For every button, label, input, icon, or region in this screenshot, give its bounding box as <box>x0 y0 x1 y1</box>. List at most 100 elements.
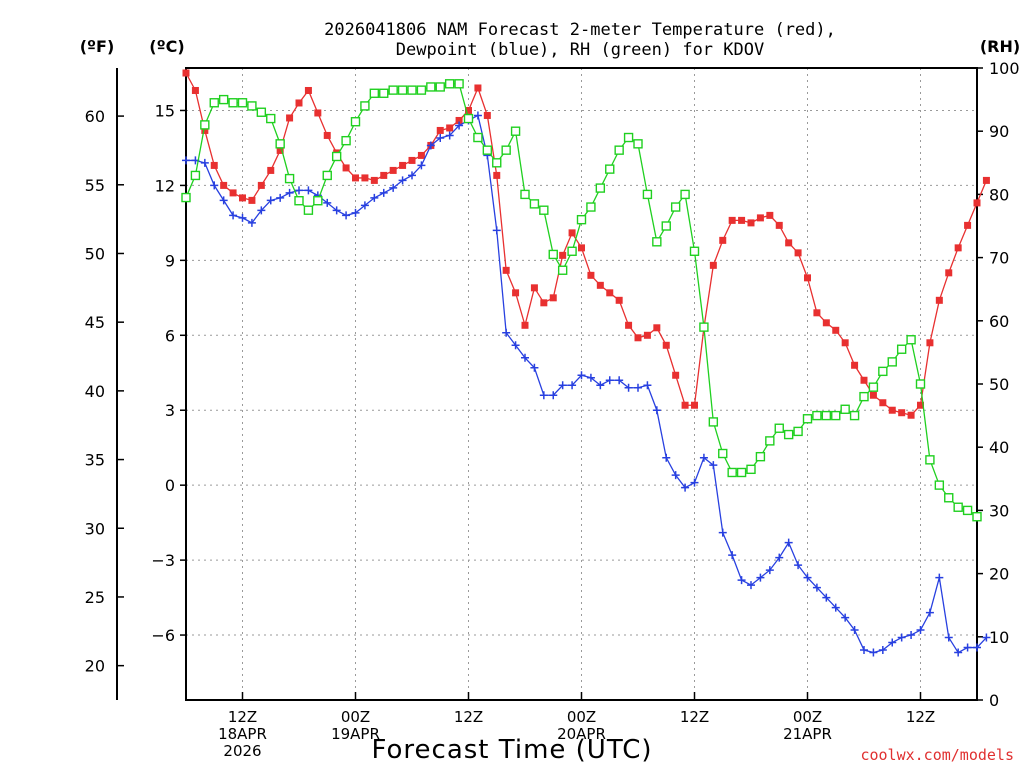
rh-point <box>896 344 907 354</box>
rh-point <box>256 107 267 117</box>
rh-point <box>454 79 464 89</box>
dewpoint-point <box>747 581 755 590</box>
x-tick-label: 12Z <box>454 708 483 726</box>
rh-point <box>944 493 954 503</box>
rh-point <box>576 214 587 225</box>
temperature-point <box>323 131 331 139</box>
temperature-point <box>568 229 576 237</box>
temperature-point <box>361 174 369 182</box>
dewpoint-point <box>426 141 435 150</box>
rh-point <box>925 455 935 465</box>
dewpoint-point <box>558 381 567 390</box>
dewpoint-point <box>690 478 699 487</box>
rh-point <box>284 173 295 184</box>
temperature-point <box>191 86 199 94</box>
x-tick-label: 12Z <box>228 708 257 726</box>
x-tick-label: 2026 <box>223 742 261 760</box>
temperature-point <box>578 244 585 252</box>
rh-point <box>859 391 869 402</box>
rh-point <box>313 196 323 206</box>
dewpoint-point <box>615 376 624 385</box>
rh-point <box>407 85 417 95</box>
dewpoint-point <box>285 188 294 197</box>
temperature-point <box>964 221 972 229</box>
rh-point <box>793 426 803 437</box>
temperature-point <box>483 111 491 119</box>
fahrenheit-tick-label: 35 <box>85 451 105 470</box>
dewpoint-point <box>530 363 539 372</box>
dewpoint-point <box>954 648 963 657</box>
rh-point <box>953 502 963 512</box>
temperature-point <box>304 86 312 94</box>
dewpoint-point <box>200 158 209 167</box>
rh-tick-label: 50 <box>989 375 1009 394</box>
temperature-point <box>869 391 877 399</box>
rh-point <box>501 145 511 155</box>
temperature-point <box>465 106 472 114</box>
rh-point <box>360 101 370 111</box>
temperature-point <box>898 409 906 417</box>
temperature-point <box>455 116 463 124</box>
rh-point <box>755 451 766 462</box>
temperature-point <box>643 331 651 339</box>
temperature-point <box>672 371 680 379</box>
celsius-unit-label: (ºC) <box>149 37 184 56</box>
axes: 60555045403530252015129630−3−61009080706… <box>85 59 1020 760</box>
dewpoint-point <box>982 633 991 642</box>
rh-point <box>275 139 285 149</box>
temperature-point <box>239 194 246 202</box>
temperature-point <box>813 309 821 317</box>
dewpoint-point <box>662 453 671 462</box>
temperature-point <box>794 249 802 257</box>
dewpoint-point <box>775 553 784 562</box>
temperature-point <box>587 271 595 279</box>
rh-point <box>831 410 841 421</box>
rh-tick-label: 20 <box>989 565 1009 584</box>
temperature-point <box>625 321 633 329</box>
rh-point <box>746 464 756 475</box>
chart-title-line-2: Dewpoint (blue), RH (green) for KDOV <box>396 40 764 60</box>
dewpoint-point <box>295 186 303 195</box>
x-tick-label: 00Z <box>341 708 370 726</box>
rh-tick-label: 30 <box>989 501 1009 520</box>
rh-point <box>237 98 248 108</box>
chart-title-line-1: 2026041806 NAM Forecast 2-meter Temperat… <box>324 20 836 40</box>
temperature-point <box>549 294 557 302</box>
temperature-point <box>935 296 943 304</box>
rh-unit-label: (RH) <box>980 37 1020 56</box>
fahrenheit-unit-label: (ºF) <box>80 37 115 56</box>
temperature-point <box>879 399 887 407</box>
rh-point <box>689 246 700 256</box>
dewpoint-point <box>586 373 595 382</box>
temperature-point <box>502 266 510 274</box>
temperature-point <box>738 216 746 224</box>
rh-point <box>350 117 361 127</box>
celsius-tick-label: 3 <box>165 401 175 420</box>
plot-frame <box>185 67 978 701</box>
rh-point <box>605 164 615 174</box>
rh-point <box>397 85 408 95</box>
temperature-point <box>728 216 736 224</box>
rh-point <box>228 98 238 108</box>
dewpoint-point <box>907 631 916 640</box>
dewpoint-point <box>709 461 718 470</box>
celsius-tick-label: −3 <box>151 551 175 570</box>
dewpoint-point <box>803 573 812 582</box>
temperature-point <box>888 406 896 414</box>
rh-point <box>708 417 719 427</box>
dewpoint-point <box>841 613 850 622</box>
rh-point <box>416 85 427 95</box>
rh-tick-label: 90 <box>989 122 1009 141</box>
dewpoint-point <box>182 156 190 165</box>
temperature-point <box>822 319 830 327</box>
temperature-point <box>719 236 727 244</box>
temperature-point <box>907 411 915 419</box>
rh-point <box>887 357 897 367</box>
temperature-point <box>417 151 425 159</box>
dewpoint-point <box>445 131 454 140</box>
dewpoint-point <box>389 183 398 192</box>
temperature-point <box>662 341 670 349</box>
dewpoint-point <box>652 406 661 415</box>
rh-point <box>868 382 879 392</box>
rh-point <box>821 410 832 421</box>
